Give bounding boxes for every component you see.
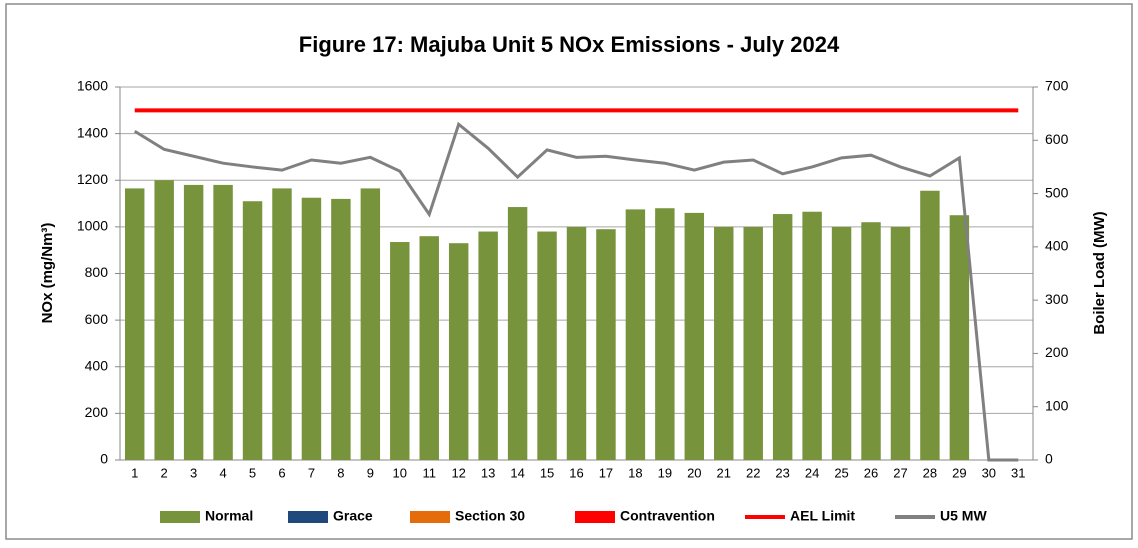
line [133, 121, 1019, 462]
y-tick-label: 800 [85, 264, 109, 280]
legend-label: Contravention [620, 508, 715, 524]
bar [890, 226, 911, 460]
x-tick-label: 17 [599, 465, 613, 480]
x-tick-label: 24 [805, 465, 819, 480]
x-tick-label: 2 [161, 465, 168, 480]
y-tick-label: 200 [85, 404, 109, 420]
bar [331, 198, 351, 460]
x-tick-label: 26 [864, 465, 878, 480]
x-tick-label: 3 [190, 465, 197, 480]
chart-title: Figure 17: Majuba Unit 5 NOx Emissions -… [299, 32, 840, 57]
x-tick-label: 15 [540, 465, 554, 480]
x-tick-label: 11 [422, 465, 436, 480]
x-tick-label: 25 [834, 465, 848, 480]
bar [507, 207, 528, 460]
y-tick-label: 1400 [77, 124, 108, 140]
bar [949, 215, 970, 460]
bar [272, 188, 292, 461]
x-tick-label: 6 [278, 465, 285, 480]
legend-label: Section 30 [455, 508, 525, 524]
y-tick-label: 0 [100, 451, 108, 467]
legend-swatch [160, 511, 200, 523]
bar [772, 214, 793, 460]
x-tick-label: 23 [775, 465, 789, 480]
bar [390, 242, 410, 460]
x-tick-label: 18 [628, 465, 642, 480]
x-tick-label: 16 [569, 465, 583, 480]
y-tick-label: 400 [85, 357, 109, 373]
bar [920, 190, 940, 460]
bar [419, 236, 439, 460]
legend-label: U5 MW [940, 508, 987, 524]
x-tick-label: 14 [510, 465, 524, 480]
y2-tick-label: 200 [1045, 344, 1069, 360]
y-axis-label: NOx (mg/Nm³) [39, 223, 56, 324]
bar [625, 209, 646, 460]
y2-tick-label: 500 [1045, 184, 1069, 200]
bar [154, 180, 174, 460]
y2-tick-label: 0 [1045, 451, 1053, 467]
bar [566, 226, 587, 460]
bar [242, 201, 263, 460]
y2-tick-label: 400 [1045, 238, 1069, 254]
y2-axis-label: Boiler Load (MW) [1091, 211, 1108, 334]
legend-swatch [575, 511, 615, 523]
legend-swatch [288, 511, 328, 523]
y2-tick-label: 300 [1045, 291, 1069, 307]
bar [802, 211, 822, 460]
bar [831, 226, 852, 460]
x-tick-label: 30 [982, 465, 996, 480]
bar [478, 231, 498, 460]
legend-swatch [410, 511, 450, 523]
y2-tick-label: 700 [1045, 78, 1069, 94]
legend-label: Normal [205, 508, 253, 524]
x-tick-label: 7 [308, 465, 315, 480]
y-tick-label: 1200 [77, 171, 108, 187]
bar [861, 222, 881, 460]
bar [684, 212, 705, 460]
x-tick-label: 29 [952, 465, 966, 480]
bar [537, 231, 557, 460]
bar [125, 188, 145, 461]
x-tick-label: 9 [367, 465, 374, 480]
y-tick-label: 600 [85, 311, 109, 327]
x-tick-label: 21 [717, 465, 731, 480]
bar [448, 243, 469, 460]
x-tick-label: 20 [687, 465, 701, 480]
x-tick-label: 1 [131, 465, 138, 480]
x-tick-label: 31 [1011, 465, 1025, 480]
legend-label: AEL Limit [790, 508, 855, 524]
x-tick-label: 12 [451, 465, 465, 480]
x-tick-label: 22 [746, 465, 760, 480]
x-tick-label: 8 [337, 465, 344, 480]
bar [714, 226, 734, 460]
bar [301, 197, 322, 460]
bar [183, 184, 204, 460]
x-tick-label: 10 [393, 465, 407, 480]
bar [213, 184, 233, 460]
y2-tick-label: 600 [1045, 131, 1069, 147]
x-tick-label: 28 [923, 465, 937, 480]
bar [596, 229, 616, 460]
legend-label: Grace [333, 508, 373, 524]
x-tick-label: 13 [481, 465, 495, 480]
y-tick-label: 1000 [77, 218, 108, 234]
x-tick-label: 19 [658, 465, 672, 480]
y-tick-label: 1600 [77, 78, 108, 94]
bar [655, 208, 675, 460]
x-tick-label: 4 [219, 465, 226, 480]
bar [360, 188, 381, 461]
x-tick-label: 27 [893, 465, 907, 480]
x-tick-label: 5 [249, 465, 256, 480]
y2-tick-label: 100 [1045, 397, 1069, 413]
bar [743, 226, 763, 460]
